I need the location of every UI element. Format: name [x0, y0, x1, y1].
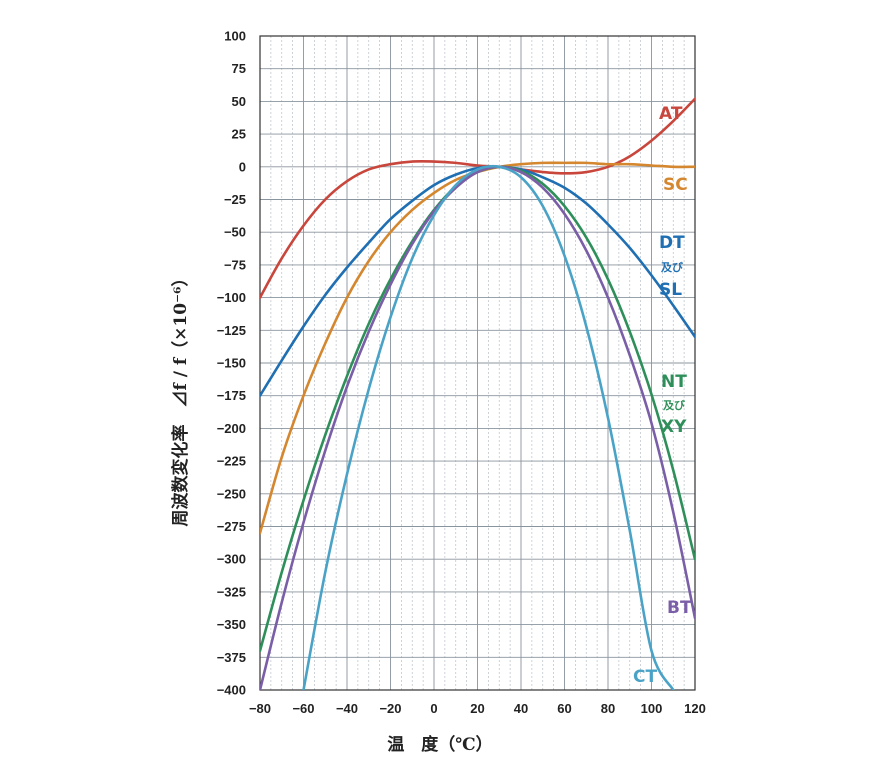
y-tick-label: −100: [217, 290, 246, 305]
series-label-bt: BT: [667, 598, 692, 618]
y-tick-label: 50: [232, 94, 246, 109]
series-label-nt-and: 及び: [663, 398, 686, 412]
series-line-ct: [302, 164, 675, 690]
series-label-at: AT: [659, 104, 683, 124]
x-tick-label: −60: [292, 701, 314, 716]
y-tick-label: −325: [217, 584, 246, 599]
y-tick-label: −25: [224, 192, 246, 207]
x-tick-label: −80: [249, 701, 271, 716]
series-label-ct: CT: [633, 667, 657, 687]
y-tick-label: −175: [217, 388, 246, 403]
y-axis-title: 周波数変化率 ⊿f / f（×10⁻⁶）: [170, 270, 191, 527]
series-line-at: [260, 97, 695, 299]
x-tick-label: 100: [641, 701, 663, 716]
x-tick-label: −20: [379, 701, 401, 716]
x-tick-label: 60: [557, 701, 571, 716]
y-axis-tick-labels: 100 75 50 25 0 −25 −50 −75 −100 −125 −150 −175 −200 −…: [217, 29, 246, 698]
series-lines: [260, 97, 695, 690]
y-tick-label: 75: [232, 61, 246, 76]
x-tick-label: 0: [430, 701, 437, 716]
major-gridlines: [259, 35, 696, 691]
x-tick-label: 120: [684, 701, 706, 716]
x-tick-label: −40: [336, 701, 358, 716]
series-label-xy: XY: [661, 417, 687, 437]
x-tick-label: 80: [601, 701, 615, 716]
minor-gridlines: [270, 36, 685, 690]
series-label-nt: NT: [661, 372, 687, 392]
series-line-bt: [260, 165, 695, 690]
plot-frame: [259, 35, 696, 691]
y-tick-label: −400: [217, 683, 246, 698]
y-tick-label: −350: [217, 617, 246, 632]
series-label-sl: SL: [659, 280, 682, 300]
y-tick-label: −125: [217, 323, 246, 338]
series-label-sc: SC: [663, 175, 688, 195]
y-tick-label: −50: [224, 225, 246, 240]
y-tick-label: −375: [217, 650, 246, 665]
y-tick-label: −275: [217, 519, 246, 534]
y-tick-label: −75: [224, 257, 246, 272]
y-tick-label: 100: [224, 29, 246, 44]
x-tick-label: 40: [514, 701, 528, 716]
y-tick-label: −225: [217, 454, 246, 469]
series-label-dt: DT: [659, 233, 685, 253]
x-axis-title: 温 度（℃）: [387, 734, 492, 755]
y-tick-label: −150: [217, 356, 246, 371]
y-tick-label: 25: [232, 127, 246, 142]
y-tick-label: −300: [217, 552, 246, 567]
y-tick-label: −250: [217, 486, 246, 501]
y-tick-label: 0: [239, 159, 246, 174]
x-tick-label: 20: [470, 701, 484, 716]
x-axis-tick-labels: −80 −60 −40 −20 0 20 40 60 80 100 120: [249, 701, 706, 716]
series-label-dt-and: 及び: [661, 260, 684, 274]
y-tick-label: −200: [217, 421, 246, 436]
